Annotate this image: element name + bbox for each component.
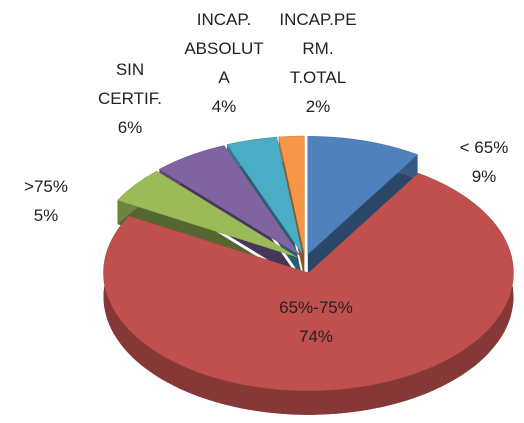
slice-value-label: 74% [298, 327, 334, 346]
slice-category-label: INCAP.PERM. T.OTAL [279, 10, 357, 87]
slice-value-label: 5% [33, 206, 59, 225]
slice [158, 145, 300, 256]
slice [307, 136, 419, 255]
slice [226, 136, 303, 255]
slice-category-label: >75% [24, 177, 68, 196]
slice-category-label: INCAP. ABSOLUTA [184, 10, 264, 87]
slice-category-label: SIN CERTIF. [98, 60, 162, 108]
slice-value-label: 6% [117, 118, 143, 137]
slice-category-label: 65%-75% [279, 298, 353, 317]
slice [103, 172, 514, 392]
slice [116, 170, 298, 258]
slice-category-label: < 65% [459, 138, 509, 157]
slice [278, 135, 305, 255]
slice-value-label: 2% [305, 97, 331, 116]
slice-value-label: 9% [471, 167, 497, 186]
slice-value-label: 4% [211, 97, 237, 116]
